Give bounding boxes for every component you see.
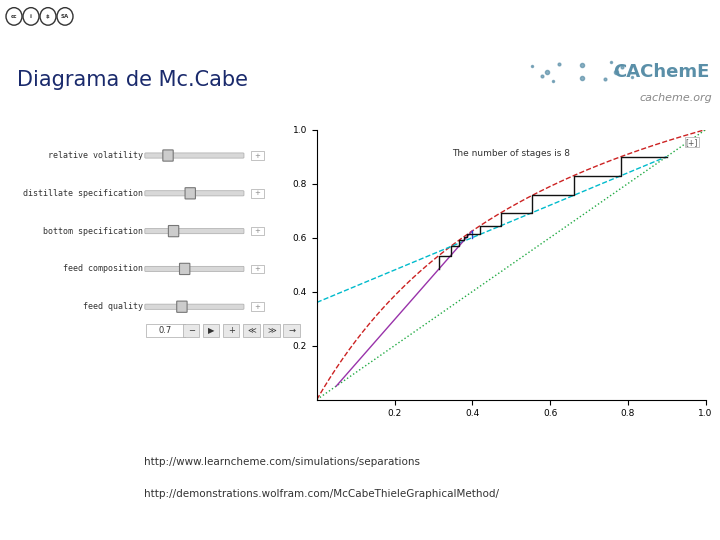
FancyBboxPatch shape: [176, 301, 187, 312]
Bar: [251, 227, 264, 235]
Circle shape: [57, 8, 73, 25]
Text: +: +: [255, 266, 261, 272]
FancyBboxPatch shape: [168, 226, 179, 237]
FancyBboxPatch shape: [145, 228, 244, 234]
Text: ▶: ▶: [208, 326, 215, 335]
Text: i: i: [30, 14, 32, 19]
Text: 0.7: 0.7: [158, 326, 172, 335]
Text: distillate specification: distillate specification: [22, 189, 143, 198]
FancyBboxPatch shape: [163, 150, 174, 161]
FancyBboxPatch shape: [179, 264, 190, 274]
Bar: [284, 325, 300, 336]
Circle shape: [23, 8, 39, 25]
Bar: [251, 189, 264, 198]
Text: cc: cc: [11, 14, 17, 19]
Text: SA: SA: [61, 14, 69, 19]
Text: ≪: ≪: [247, 326, 256, 335]
Bar: [251, 302, 264, 311]
Text: −: −: [188, 326, 194, 335]
Text: http://demonstrations.wolfram.com/McCabeThieleGraphicalMethod/: http://demonstrations.wolfram.com/McCabe…: [144, 489, 499, 499]
FancyBboxPatch shape: [145, 304, 244, 309]
Text: CAChemE: CAChemE: [613, 63, 710, 80]
Text: SA: SA: [45, 29, 51, 34]
Text: →: →: [288, 326, 295, 335]
Text: $: $: [46, 14, 50, 19]
Text: The number of stages is 8: The number of stages is 8: [452, 148, 570, 158]
Text: NC: NC: [27, 29, 35, 34]
FancyBboxPatch shape: [145, 153, 244, 158]
Text: http://www.learncheme.com/simulations/separations: http://www.learncheme.com/simulations/se…: [144, 457, 420, 467]
Text: +: +: [228, 326, 235, 335]
Text: Diagrama de Mc.Cabe: Diagrama de Mc.Cabe: [17, 70, 248, 90]
Text: feed quality: feed quality: [83, 302, 143, 311]
Bar: [243, 325, 259, 336]
Bar: [145, 325, 185, 336]
Text: +: +: [255, 190, 261, 197]
Text: feed composition: feed composition: [63, 265, 143, 273]
Text: +: +: [255, 228, 261, 234]
Text: cacheme.org: cacheme.org: [639, 93, 712, 103]
Text: +: +: [255, 303, 261, 310]
Bar: [251, 265, 264, 273]
Text: +: +: [255, 152, 261, 159]
Bar: [264, 325, 279, 336]
Text: [+]: [+]: [685, 138, 698, 147]
Bar: [203, 325, 220, 336]
Text: bottom specification: bottom specification: [42, 227, 143, 235]
Circle shape: [6, 8, 22, 25]
Bar: [183, 325, 199, 336]
FancyBboxPatch shape: [145, 191, 244, 196]
FancyBboxPatch shape: [145, 266, 244, 272]
Bar: [223, 325, 240, 336]
Text: ≫: ≫: [267, 326, 276, 335]
Text: relative volatility: relative volatility: [48, 151, 143, 160]
Circle shape: [40, 8, 56, 25]
FancyBboxPatch shape: [185, 188, 195, 199]
Bar: [251, 151, 264, 160]
Text: BY: BY: [11, 29, 17, 34]
